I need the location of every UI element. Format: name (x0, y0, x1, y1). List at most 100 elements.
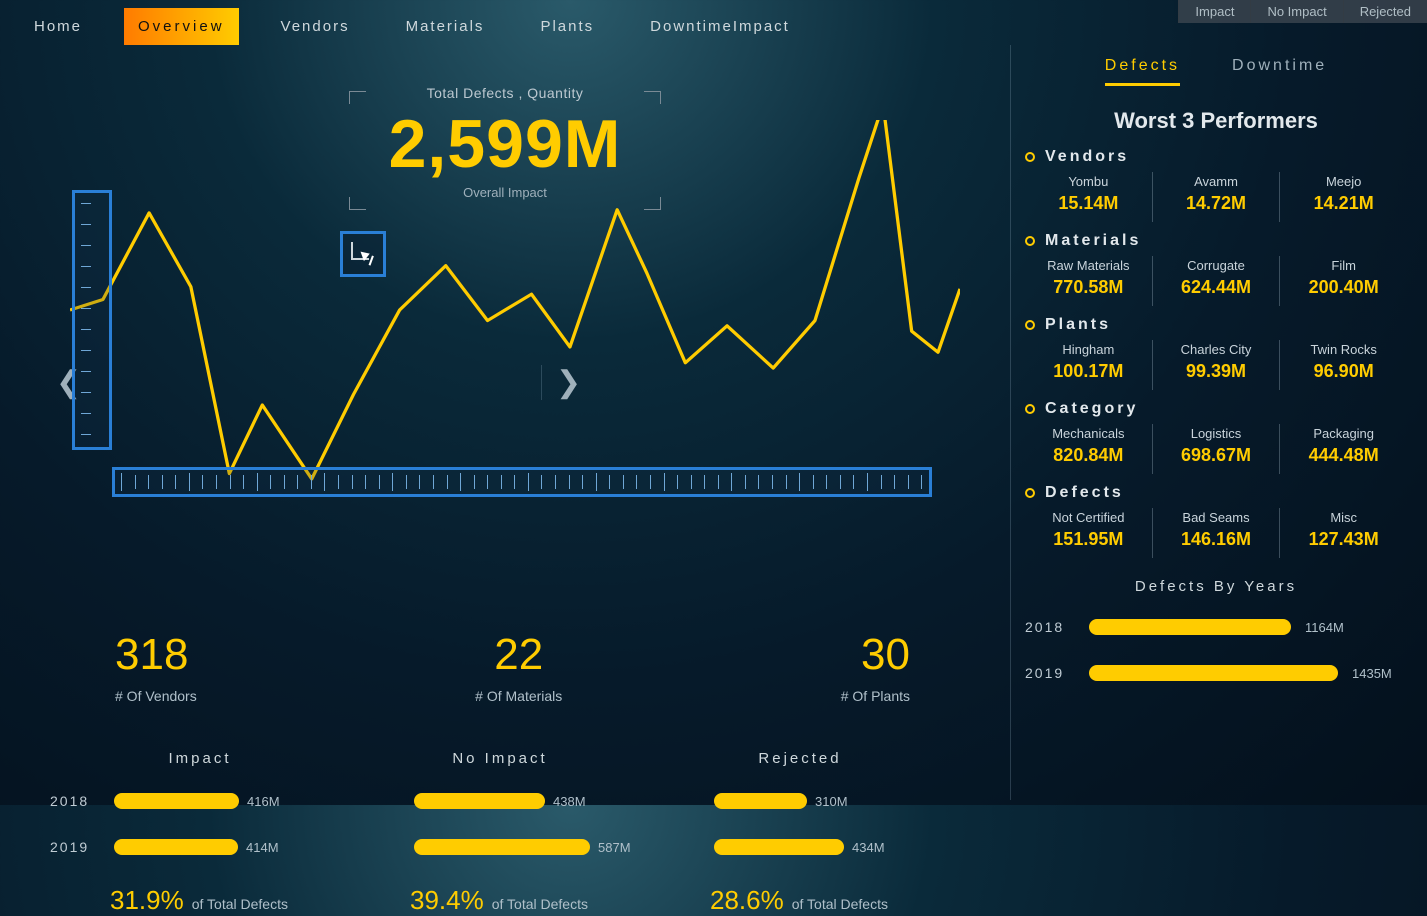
performer-name: Hingham (1025, 342, 1152, 357)
impact-bar-row: 2019587M (350, 839, 650, 855)
performer-cell[interactable]: Yombu 15.14M (1025, 172, 1152, 222)
impact-group-title: Impact (50, 750, 350, 767)
side-tab-downtime[interactable]: Downtime (1232, 49, 1327, 86)
impact-group-impact: Impact2018416M2019414M31.9%of Total Defe… (50, 750, 350, 916)
performer-value: 624.44M (1153, 277, 1280, 298)
year-bar-fill[interactable] (1089, 619, 1291, 635)
defects-by-years: Defects By Years 20181164M20191435M (1025, 578, 1407, 681)
section-title: Defects (1045, 484, 1124, 502)
performer-name: Packaging (1280, 426, 1407, 441)
count-label: # Of Vendors (115, 688, 197, 704)
defects-by-years-title: Defects By Years (1025, 578, 1407, 595)
performer-value: 200.40M (1280, 277, 1407, 298)
performer-cell[interactable]: Mechanicals820.84M (1025, 424, 1152, 474)
section-defects: Defects Not Certified 151.95MBad Seams146.… (1025, 484, 1407, 558)
bar-value: 310M (815, 794, 848, 809)
performer-value: 146.16M (1153, 529, 1280, 550)
performer-value: 444.48M (1280, 445, 1407, 466)
impact-group-rejected: Rejected2018310M2019434M28.6%of Total De… (650, 750, 950, 916)
section-title: Materials (1045, 232, 1141, 250)
performer-cell[interactable]: Bad Seams146.16M (1152, 508, 1280, 558)
filter-tab-rejected[interactable]: Rejected (1343, 0, 1427, 23)
impact-percent: 31.9% (110, 885, 184, 916)
performer-cell[interactable]: Avamm14.72M (1152, 172, 1280, 222)
impact-group-title: No Impact (350, 750, 650, 767)
performer-cell[interactable]: Corrugate 624.44M (1152, 256, 1280, 306)
performer-cell[interactable]: Meejo 14.21M (1279, 172, 1407, 222)
bar-fill[interactable] (414, 839, 590, 855)
bar-value: 416M (247, 794, 280, 809)
performer-cell[interactable]: Misc127.43M (1279, 508, 1407, 558)
side-panel: Defects Downtime Worst 3 Performers Vendo… (1010, 45, 1427, 800)
count-card: 318# Of Vendors (115, 630, 197, 704)
nav-item-home[interactable]: Home (20, 8, 96, 45)
performer-cell[interactable]: Charles City99.39M (1152, 340, 1280, 390)
performer-value: 820.84M (1025, 445, 1152, 466)
performer-value: 770.58M (1025, 277, 1152, 298)
performer-cell[interactable]: Twin Rocks96.90M (1279, 340, 1407, 390)
section-title: Category (1045, 400, 1138, 418)
summary-counts: 318# Of Vendors 22 # Of Materials 30 # Of Pl… (20, 630, 990, 704)
y-axis-selector[interactable] (72, 190, 112, 450)
section-title: Vendors (1045, 148, 1129, 166)
x-axis-selector[interactable] (112, 467, 932, 497)
performer-value: 127.43M (1280, 529, 1407, 550)
top-filter-tabs: ImpactNo ImpactRejected (1178, 0, 1427, 23)
bar-fill[interactable] (414, 793, 545, 809)
impact-bars: Impact2018416M2019414M31.9%of Total Defe… (20, 750, 990, 916)
impact-percent-label: of Total Defects (792, 896, 888, 912)
nav-item-plants[interactable]: Plants (526, 8, 608, 45)
kpi-label: Total Defects , Quantity (389, 85, 622, 101)
performer-name: Charles City (1153, 342, 1280, 357)
performer-name: Corrugate (1153, 258, 1280, 273)
main-panel: Total Defects , Quantity 2,599M Overall … (0, 45, 1010, 800)
performer-cell[interactable]: Film200.40M (1279, 256, 1407, 306)
count-card: 22 # Of Materials (475, 630, 562, 704)
performer-value: 15.14M (1025, 193, 1152, 214)
bar-fill[interactable] (114, 793, 239, 809)
defects-line-chart[interactable] (70, 120, 960, 500)
worst-performers-title: Worst 3 Performers (1025, 108, 1407, 134)
side-tab-defects[interactable]: Defects (1105, 49, 1180, 86)
performer-cell[interactable]: Logistics 698.67M (1152, 424, 1280, 474)
count-value: 22 (475, 630, 562, 680)
performer-cell[interactable]: Not Certified 151.95M (1025, 508, 1152, 558)
count-label: # Of Plants (841, 688, 910, 704)
bar-fill[interactable] (114, 839, 238, 855)
performer-cell[interactable]: Packaging 444.48M (1279, 424, 1407, 474)
bar-fill[interactable] (714, 793, 807, 809)
bullet-icon (1025, 152, 1035, 162)
nav-item-vendors[interactable]: Vendors (267, 8, 364, 45)
count-card: 30 # Of Plants (841, 630, 910, 704)
filter-tab-no-impact[interactable]: No Impact (1250, 0, 1342, 23)
section-plants: PlantsHingham100.17MCharles City99.39MTw… (1025, 316, 1407, 390)
performer-name: Logistics (1153, 426, 1280, 441)
performer-name: Not Certified (1025, 510, 1152, 525)
impact-percent-label: of Total Defects (192, 896, 288, 912)
performer-name: Twin Rocks (1280, 342, 1407, 357)
nav-item-downtimeimpact[interactable]: DowntimeImpact (636, 8, 804, 45)
count-value: 30 (841, 630, 910, 680)
year-label: 2018 (1025, 619, 1075, 635)
bar-fill[interactable] (714, 839, 844, 855)
nav-item-materials[interactable]: Materials (392, 8, 499, 45)
year-bar-row: 2018 1164M (1025, 619, 1407, 635)
performer-value: 698.67M (1153, 445, 1280, 466)
count-label: # Of Materials (475, 688, 562, 704)
performer-value: 151.95M (1025, 529, 1152, 550)
side-tabs: Defects Downtime (1025, 49, 1407, 86)
impact-percent: 39.4% (410, 885, 484, 916)
impact-bar-row: 2018416M (50, 793, 350, 809)
year-bar-value: 1435M (1352, 666, 1392, 681)
performer-name: Meejo (1280, 174, 1407, 189)
performer-value: 14.72M (1153, 193, 1280, 214)
filter-tab-impact[interactable]: Impact (1178, 0, 1250, 23)
year-bar-value: 1164M (1305, 620, 1344, 635)
section-materials: Materials Raw Materials770.58MCorrugate 62… (1025, 232, 1407, 306)
performer-name: Yombu (1025, 174, 1152, 189)
performer-cell[interactable]: Raw Materials770.58M (1025, 256, 1152, 306)
section-title: Plants (1045, 316, 1111, 334)
nav-item-overview[interactable]: Overview (124, 8, 239, 45)
performer-value: 14.21M (1280, 193, 1407, 214)
year-bar-fill[interactable] (1089, 665, 1338, 681)
